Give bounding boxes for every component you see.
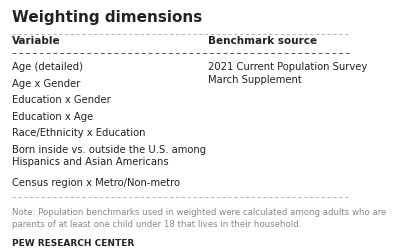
Text: PEW RESEARCH CENTER: PEW RESEARCH CENTER — [12, 240, 134, 248]
Text: Age x Gender: Age x Gender — [12, 79, 81, 89]
Text: Benchmark source: Benchmark source — [207, 36, 317, 46]
Text: Weighting dimensions: Weighting dimensions — [12, 10, 202, 26]
Text: Education x Gender: Education x Gender — [12, 95, 111, 105]
Text: Note: Population benchmarks used in weighted were calculated among adults who ar: Note: Population benchmarks used in weig… — [12, 208, 386, 229]
Text: Age (detailed): Age (detailed) — [12, 62, 83, 72]
Text: 2021 Current Population Survey
March Supplement: 2021 Current Population Survey March Sup… — [207, 62, 367, 85]
Text: Race/Ethnicity x Education: Race/Ethnicity x Education — [12, 128, 146, 138]
Text: Education x Age: Education x Age — [12, 112, 93, 122]
Text: Variable: Variable — [12, 36, 61, 46]
Text: Born inside vs. outside the U.S. among
Hispanics and Asian Americans: Born inside vs. outside the U.S. among H… — [12, 145, 206, 167]
Text: Census region x Metro/Non-metro: Census region x Metro/Non-metro — [12, 178, 180, 188]
